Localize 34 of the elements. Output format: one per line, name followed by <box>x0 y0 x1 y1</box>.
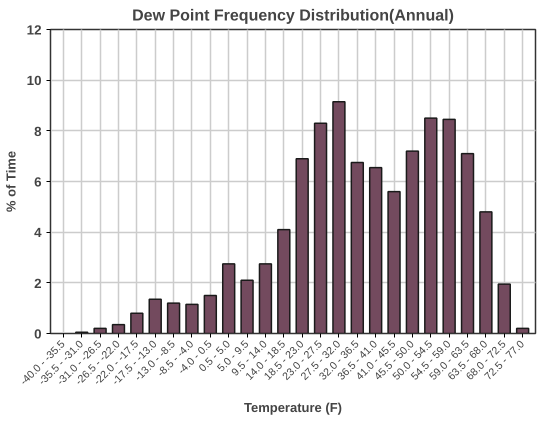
bar <box>314 122 328 334</box>
bar <box>498 283 511 334</box>
bar <box>277 228 291 334</box>
bar <box>424 117 438 334</box>
y-tick-label: 6 <box>34 174 42 190</box>
bar <box>166 302 180 334</box>
bar <box>148 298 162 334</box>
bar <box>350 162 364 334</box>
bar <box>112 324 126 334</box>
y-axis-title: % of Time <box>4 150 19 212</box>
bar <box>406 150 420 334</box>
bar <box>442 118 456 334</box>
bar <box>185 304 199 334</box>
bar <box>368 166 382 334</box>
chart-title: Dew Point Frequency Distribution(Annual) <box>132 8 454 24</box>
bar <box>479 211 493 334</box>
y-tick-label: 2 <box>34 276 42 291</box>
y-tick-label: 12 <box>26 22 42 38</box>
y-tick-label: 0 <box>34 326 42 342</box>
bar <box>240 280 254 334</box>
bar <box>460 152 474 334</box>
bar <box>222 263 236 334</box>
y-tick-label: 10 <box>26 73 42 88</box>
y-tick-label: 4 <box>34 225 42 240</box>
x-axis-title: Temperature (F) <box>244 400 342 416</box>
bar <box>93 328 107 334</box>
bar <box>516 328 530 334</box>
bar <box>130 312 144 334</box>
bar <box>332 100 346 334</box>
bar <box>258 263 272 334</box>
bar <box>204 294 218 334</box>
y-tick-label: 8 <box>34 124 42 139</box>
bar <box>295 158 309 334</box>
bar <box>387 190 401 334</box>
